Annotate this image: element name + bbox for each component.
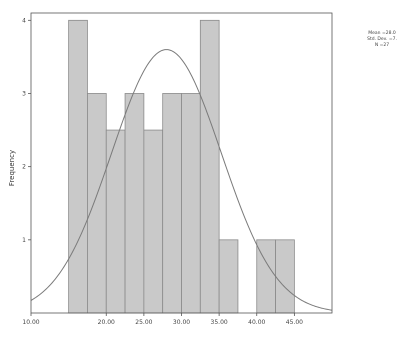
y-axis: 1 2 3 4 <box>22 17 31 244</box>
y-tick-label: 1 <box>22 237 26 244</box>
x-tick-label: 35.00 <box>211 319 228 326</box>
histogram-bar <box>181 93 201 314</box>
y-tick-label: 2 <box>22 164 26 171</box>
stats-line: N =27 <box>375 42 389 48</box>
histogram-bar <box>162 93 182 314</box>
x-tick-label: 40.00 <box>248 319 265 326</box>
stats-line: Std. Dev. =7. <box>367 36 397 42</box>
bars-group <box>68 19 295 314</box>
y-tick-label: 3 <box>22 90 26 97</box>
histogram-bar <box>124 93 145 314</box>
stats-line: Mean =28.0 <box>368 30 396 36</box>
histogram-bar <box>68 19 88 314</box>
histogram-bar <box>218 239 239 314</box>
histogram-bar <box>143 129 164 314</box>
x-tick-label: 20.00 <box>98 319 115 326</box>
x-tick-label: 25.00 <box>135 319 152 326</box>
y-tick-label: 4 <box>22 17 26 24</box>
histogram-bar <box>87 93 107 314</box>
x-tick-label: 10.00 <box>22 319 39 326</box>
normal-curve <box>30 49 333 311</box>
histogram-bar <box>199 19 220 314</box>
histogram-bar <box>105 129 126 314</box>
x-tick-label: 45.00 <box>286 319 303 326</box>
x-tick-label: 30.00 <box>173 319 190 326</box>
y-axis-label: Frequency <box>8 150 16 186</box>
x-axis: 10.00 20.00 25.00 30.00 35.00 40.00 45.00 <box>22 313 303 326</box>
histogram-bar <box>275 239 295 314</box>
